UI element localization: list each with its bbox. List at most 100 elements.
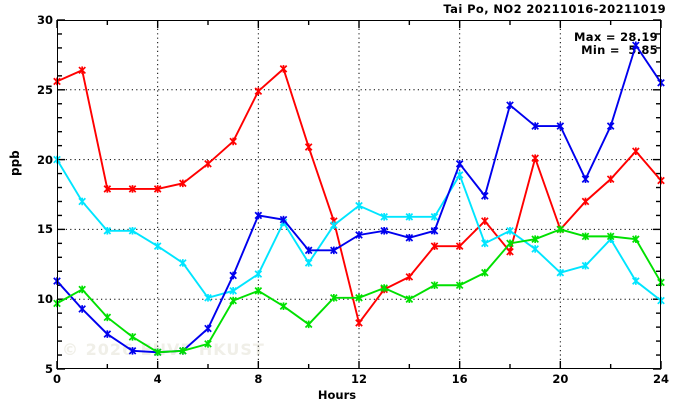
data-point-marker — [657, 278, 665, 287]
data-point-marker — [506, 226, 514, 235]
data-point-marker — [128, 226, 137, 235]
data-point-marker — [304, 143, 313, 151]
data-point-marker — [128, 185, 137, 193]
data-point-marker — [279, 65, 288, 73]
data-point-marker — [330, 246, 338, 255]
data-point-marker — [78, 285, 86, 294]
data-point-marker — [153, 348, 162, 357]
data-point-marker — [531, 122, 539, 130]
y-tick-label: 5 — [44, 362, 53, 376]
y-tick-label: 25 — [36, 82, 53, 97]
x-tick-label: 24 — [652, 372, 670, 386]
data-point-marker — [506, 247, 514, 256]
data-point-marker — [606, 122, 615, 130]
data-point-marker — [405, 213, 414, 221]
data-point-marker — [455, 281, 464, 290]
x-tick-label: 0 — [52, 372, 62, 386]
data-point-marker — [179, 259, 187, 267]
data-point-marker — [254, 270, 263, 278]
x-tick-label: 8 — [254, 372, 263, 386]
data-point-marker — [229, 287, 237, 295]
data-point-marker — [657, 176, 665, 185]
data-point-marker — [455, 171, 464, 179]
data-series-group — [53, 41, 665, 357]
y-tick-label: 20 — [36, 152, 53, 167]
data-point-marker — [657, 79, 665, 87]
data-point-marker — [103, 185, 112, 193]
data-point-marker — [229, 137, 237, 146]
data-point-marker — [380, 213, 388, 221]
data-point-marker — [481, 239, 489, 248]
data-point-marker — [128, 347, 137, 355]
data-point-marker — [330, 221, 338, 230]
data-point-marker — [506, 101, 514, 109]
data-point-marker — [581, 232, 590, 241]
y-tick-label: 10 — [36, 292, 53, 307]
y-tick-label: 30 — [36, 13, 53, 27]
chart-title: Tai Po, NO2 20211016-20211019 — [443, 2, 666, 16]
data-point-marker — [279, 302, 288, 310]
data-point-marker — [556, 225, 565, 234]
data-point-marker — [78, 197, 86, 206]
x-tick-label: 4 — [153, 372, 162, 386]
data-point-marker — [304, 259, 313, 267]
data-point-marker — [430, 281, 439, 290]
data-point-marker — [405, 273, 414, 281]
data-point-marker — [229, 271, 237, 280]
data-point-marker — [78, 305, 86, 313]
data-point-marker — [204, 294, 212, 302]
data-point-marker — [455, 242, 464, 250]
data-point-marker — [405, 233, 414, 242]
data-point-marker — [632, 147, 640, 156]
data-point-marker — [581, 197, 590, 206]
data-point-marker — [581, 261, 590, 270]
x-axis-label: Hours — [317, 388, 357, 402]
data-point-marker — [153, 185, 162, 193]
y-tick-label: 15 — [36, 222, 53, 237]
y-axis-ticks: 5 10 15 20 25 30 — [0, 0, 53, 409]
annotation-max: Max = 28.19 — [574, 30, 658, 44]
data-point-marker — [481, 268, 489, 277]
data-point-marker — [481, 192, 489, 200]
data-point-marker — [103, 313, 112, 322]
data-point-marker — [355, 319, 363, 327]
data-point-marker — [254, 211, 263, 220]
data-point-marker — [179, 347, 187, 355]
data-point-marker — [531, 154, 539, 163]
data-point-marker — [330, 294, 338, 302]
grid-lines — [57, 20, 661, 369]
data-point-marker — [581, 175, 590, 183]
x-tick-label: 16 — [451, 372, 468, 386]
data-point-marker — [153, 242, 162, 250]
data-point-marker — [229, 296, 237, 305]
data-point-marker — [531, 235, 539, 243]
data-point-marker — [304, 246, 313, 255]
data-point-marker — [355, 201, 363, 210]
data-point-marker — [531, 245, 539, 253]
data-point-marker — [103, 226, 112, 235]
data-point-marker — [204, 340, 212, 348]
plot-frame — [57, 20, 661, 369]
series-20211019 — [53, 225, 665, 357]
data-point-marker — [632, 235, 640, 243]
data-point-marker — [204, 159, 212, 168]
data-point-marker — [78, 66, 86, 75]
data-point-marker — [430, 242, 439, 250]
data-point-marker — [279, 215, 288, 224]
data-point-marker — [657, 296, 665, 305]
data-point-marker — [606, 232, 615, 241]
data-point-marker — [128, 333, 137, 341]
data-point-marker — [204, 324, 212, 333]
data-point-marker — [380, 284, 388, 292]
data-point-marker — [430, 226, 439, 235]
data-point-marker — [606, 175, 615, 183]
data-point-marker — [103, 330, 112, 338]
x-tick-label: 12 — [350, 372, 368, 386]
data-point-marker — [304, 320, 313, 329]
data-point-marker — [481, 217, 489, 225]
data-point-marker — [632, 277, 640, 285]
data-point-marker — [632, 41, 640, 50]
data-point-marker — [430, 213, 439, 221]
